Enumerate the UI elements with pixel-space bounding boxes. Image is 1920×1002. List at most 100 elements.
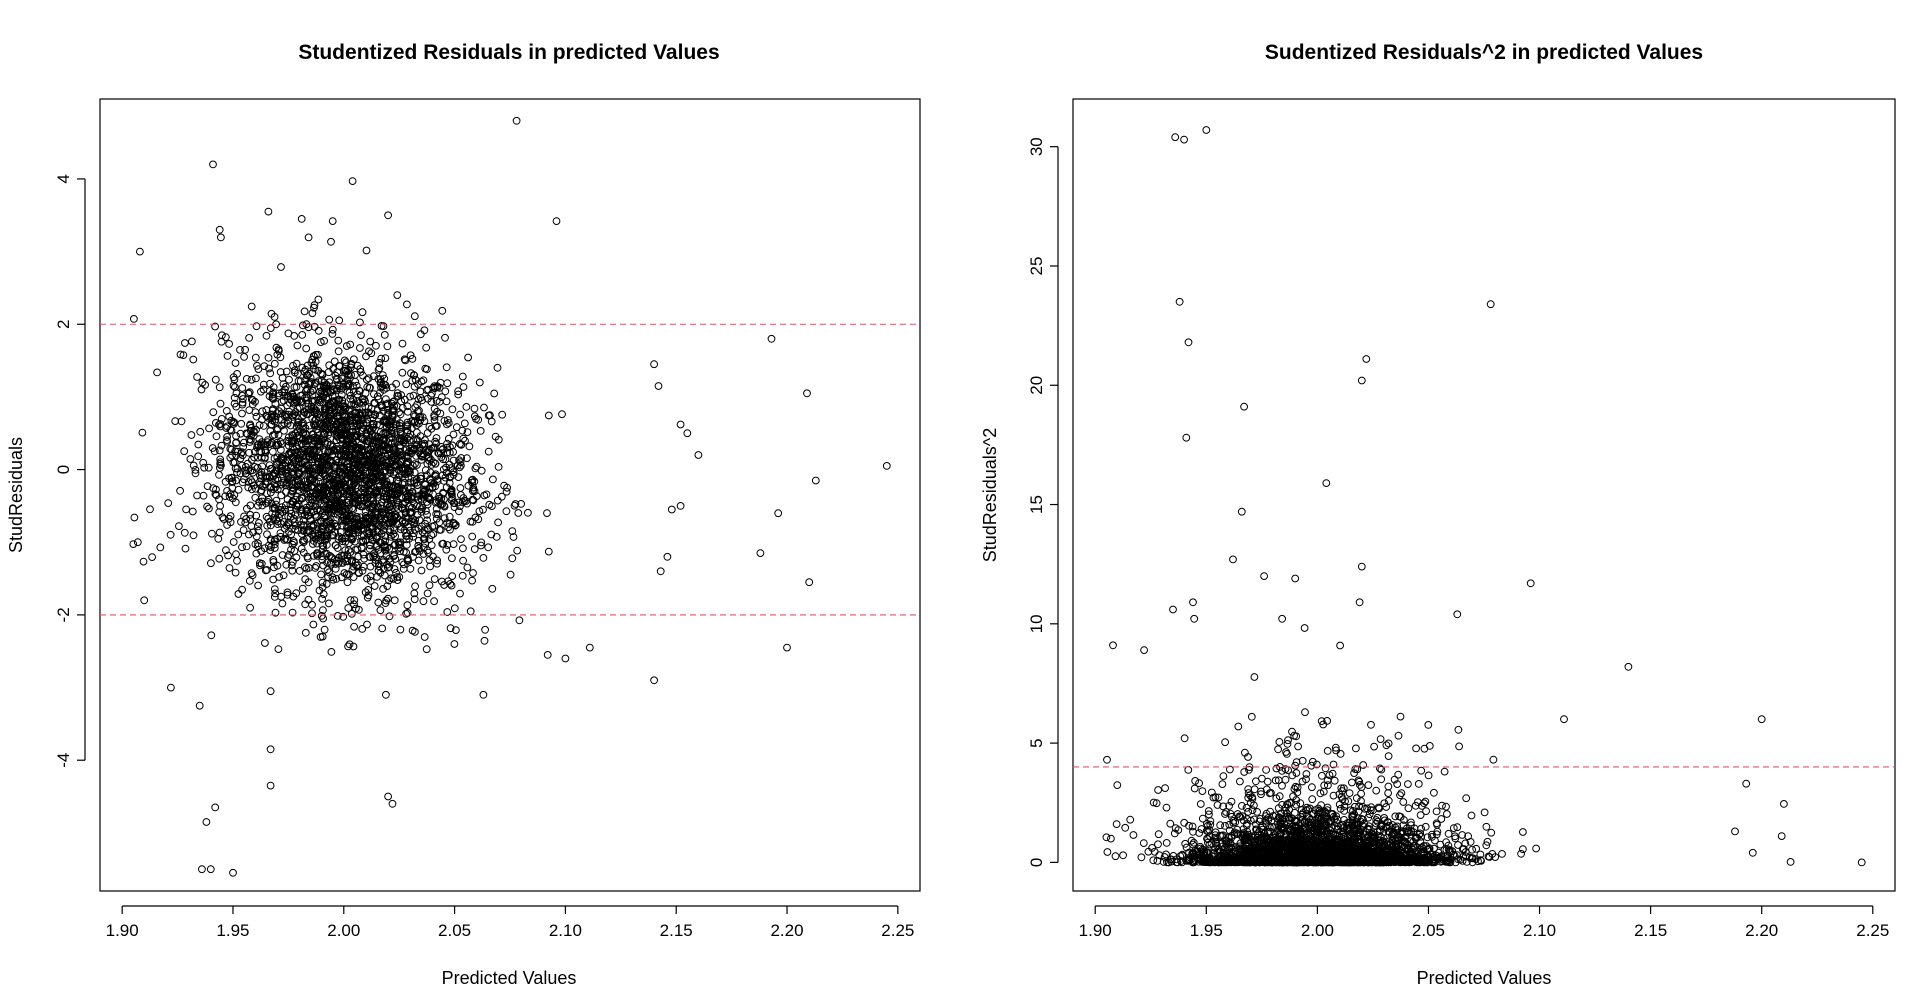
data-point bbox=[454, 473, 463, 482]
data-point bbox=[416, 387, 425, 396]
data-point bbox=[410, 312, 419, 321]
data-point bbox=[279, 571, 288, 580]
data-point bbox=[378, 624, 387, 633]
data-point bbox=[783, 643, 791, 652]
data-point bbox=[514, 509, 523, 517]
data-point bbox=[223, 352, 232, 360]
data-point bbox=[1455, 742, 1463, 751]
data-point bbox=[252, 511, 261, 520]
data-point bbox=[458, 372, 467, 381]
data-point bbox=[1443, 810, 1451, 818]
data-point bbox=[211, 803, 220, 812]
data-point bbox=[245, 530, 253, 539]
data-point bbox=[180, 447, 189, 456]
data-point bbox=[317, 612, 326, 620]
data-point bbox=[301, 563, 309, 572]
data-point bbox=[1112, 820, 1121, 828]
data-point bbox=[327, 237, 335, 246]
data-point bbox=[408, 355, 417, 363]
data-point bbox=[1424, 721, 1433, 729]
data-point bbox=[416, 451, 425, 459]
data-point bbox=[390, 551, 399, 559]
data-point bbox=[463, 428, 472, 437]
data-point bbox=[338, 410, 347, 419]
data-point bbox=[419, 597, 428, 606]
data-point bbox=[188, 507, 197, 516]
data-point bbox=[282, 367, 291, 376]
data-point bbox=[375, 562, 383, 571]
data-point bbox=[1113, 781, 1122, 789]
data-point bbox=[364, 586, 373, 594]
data-point bbox=[301, 600, 310, 609]
data-point bbox=[1364, 781, 1373, 789]
data-point bbox=[463, 563, 472, 572]
data-point bbox=[767, 334, 776, 343]
data-point bbox=[456, 410, 465, 419]
data-point bbox=[422, 343, 431, 352]
data-point bbox=[216, 455, 225, 464]
data-point bbox=[404, 407, 412, 416]
data-point bbox=[383, 342, 392, 351]
data-point bbox=[247, 569, 256, 577]
data-point bbox=[245, 334, 254, 342]
data-point bbox=[186, 455, 195, 463]
data-point bbox=[373, 392, 382, 401]
data-point bbox=[252, 322, 261, 331]
data-point bbox=[1532, 844, 1540, 853]
data-point bbox=[355, 386, 364, 395]
data-point bbox=[437, 393, 446, 402]
data-point bbox=[287, 530, 296, 539]
data-point bbox=[231, 498, 240, 507]
data-point bbox=[429, 458, 438, 467]
x-tick-label: 2.00 bbox=[327, 921, 360, 940]
data-point bbox=[430, 382, 439, 391]
data-point bbox=[229, 868, 237, 877]
data-point bbox=[261, 472, 270, 481]
data-point bbox=[232, 550, 240, 559]
data-point bbox=[448, 554, 456, 563]
data-point bbox=[382, 690, 390, 699]
data-point bbox=[1404, 804, 1413, 813]
data-point bbox=[239, 442, 248, 451]
data-point bbox=[1308, 795, 1317, 804]
data-point bbox=[385, 612, 394, 621]
data-point bbox=[393, 573, 402, 581]
data-point bbox=[442, 545, 451, 554]
data-point bbox=[1321, 764, 1330, 773]
data-point bbox=[811, 476, 820, 485]
data-point bbox=[512, 116, 521, 125]
data-point bbox=[552, 217, 561, 226]
data-point bbox=[803, 389, 811, 398]
data-point bbox=[422, 645, 431, 654]
data-point bbox=[502, 507, 511, 516]
data-point bbox=[358, 566, 367, 575]
data-point bbox=[277, 440, 286, 448]
data-point bbox=[254, 581, 263, 590]
data-point bbox=[494, 518, 503, 527]
data-point bbox=[457, 454, 466, 462]
data-point bbox=[497, 492, 506, 501]
data-point bbox=[240, 475, 248, 484]
data-point bbox=[283, 588, 292, 597]
data-point bbox=[317, 376, 326, 385]
data-point bbox=[247, 302, 256, 311]
data-point bbox=[129, 540, 138, 548]
data-point bbox=[585, 643, 594, 652]
data-point bbox=[485, 500, 494, 509]
data-point bbox=[430, 416, 439, 425]
data-point bbox=[179, 351, 188, 360]
data-point bbox=[302, 344, 311, 353]
data-point bbox=[460, 419, 469, 428]
data-point bbox=[805, 578, 814, 587]
data-point bbox=[348, 177, 357, 186]
data-point bbox=[225, 564, 234, 572]
data-point bbox=[230, 491, 239, 499]
data-point bbox=[182, 505, 191, 514]
data-point bbox=[261, 639, 269, 647]
data-point bbox=[1396, 712, 1405, 721]
data-point bbox=[199, 458, 208, 467]
x-tick-label: 2.05 bbox=[438, 921, 471, 940]
data-point bbox=[493, 496, 502, 505]
data-point bbox=[288, 390, 297, 399]
data-point bbox=[459, 383, 468, 391]
